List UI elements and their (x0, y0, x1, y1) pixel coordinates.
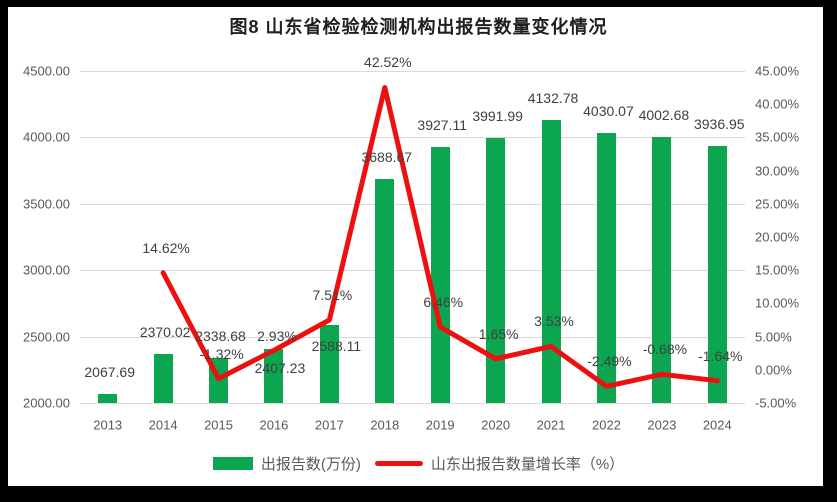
line-value-label: -1.32% (199, 345, 244, 362)
right-axis-tick-label: 40.00% (755, 96, 800, 112)
line-series-swatch (374, 460, 423, 466)
bar-value-label: 2067.69 (84, 364, 136, 380)
gridline (80, 137, 745, 139)
x-axis-label-2014: 2014 (148, 417, 178, 433)
x-axis-label-2022: 2022 (591, 417, 621, 433)
x-axis-label-2015: 2015 (204, 417, 233, 433)
legend: 出报告数(万份) 山东出报告数量增长率（%） (0, 452, 837, 474)
bar-2020 (486, 138, 506, 403)
right-axis-tick-label: -5.00% (755, 395, 797, 411)
bar-value-label: 3991.99 (472, 108, 523, 125)
chart-title: 图8 山东省检验检测机构出报告数量变化情况 (229, 17, 608, 37)
bar-2022 (596, 133, 616, 403)
right-axis-tick-label: 10.00% (755, 295, 800, 311)
right-axis-tick-label: 25.00% (755, 196, 800, 212)
left-axis-tick-label: 3500.00 (23, 196, 70, 212)
left-axis-tick-label: 4500.00 (23, 63, 70, 79)
line-value-label: -1.64% (698, 347, 743, 364)
bar-2016 (264, 348, 284, 403)
chart-canvas (8, 7, 823, 486)
bar-2013 (98, 394, 118, 403)
bar-value-label: 4132.78 (527, 89, 579, 106)
x-axis-label-2020: 2020 (481, 417, 511, 433)
line-value-label: 2.93% (257, 328, 297, 345)
bar-value-label: 3688.67 (361, 148, 413, 165)
right-axis-tick-label: 30.00% (755, 163, 800, 179)
right-axis-tick-label: 45.00% (755, 63, 800, 79)
bar-2023 (652, 137, 672, 403)
right-axis-tick-label: 5.00% (755, 329, 792, 345)
gridline (80, 336, 745, 338)
bar-value-label: 3927.11 (417, 117, 467, 134)
left-axis-tick-label: 4000.00 (23, 129, 70, 145)
line-value-label: 42.52% (364, 54, 412, 71)
bar-value-label: 4002.68 (638, 107, 690, 124)
bar-value-label: 3936.95 (693, 115, 745, 132)
line-series-label: 山东出报告数量增长率（%） (430, 455, 625, 473)
x-axis-label-2019: 2019 (425, 417, 455, 433)
line-value-label: 7.51% (312, 286, 353, 303)
right-axis-tick-label: 20.00% (755, 229, 800, 245)
bar-series-label: 出报告数(万份) (260, 455, 361, 473)
bar-2024 (707, 145, 727, 403)
x-axis-label-2013: 2013 (93, 417, 123, 433)
bar-2014 (153, 353, 173, 403)
bar-series-swatch (212, 456, 253, 470)
gridline (80, 403, 745, 404)
line-value-label: -0.68% (642, 341, 688, 358)
legend-item-line: 山东出报告数量增长率（%） (361, 453, 624, 474)
bar-2019 (430, 147, 450, 403)
bar-2018 (375, 178, 395, 403)
gridline (80, 270, 745, 272)
left-axis-tick-label: 2500.00 (23, 329, 70, 345)
line-value-label: 3.53% (534, 313, 574, 330)
right-axis-tick-label: 15.00% (755, 262, 800, 278)
x-axis-label-2016: 2016 (259, 417, 289, 433)
gridline (80, 71, 745, 72)
line-value-label: 1.65% (478, 325, 519, 342)
bar-value-label: 2338.68 (195, 328, 246, 345)
bar-2017 (319, 324, 339, 403)
x-axis-label-2018: 2018 (370, 417, 400, 433)
x-axis-label-2024: 2024 (702, 417, 732, 433)
right-axis-tick-label: 0.00% (755, 362, 792, 378)
line-value-label: -2.49% (587, 353, 632, 370)
x-axis-label-2021: 2021 (536, 417, 566, 433)
line-value-label: 6.46% (423, 293, 464, 310)
x-axis-label-2023: 2023 (647, 417, 677, 433)
left-axis-tick-label: 2000.00 (23, 395, 70, 411)
right-axis-tick-label: 35.00% (755, 129, 800, 145)
x-axis-label-2017: 2017 (314, 417, 344, 433)
left-axis-tick-label: 3000.00 (23, 262, 70, 278)
bar-value-label: 2588.11 (311, 337, 362, 354)
line-value-label: 14.62% (142, 239, 190, 256)
bar-value-label: 2370.02 (139, 323, 191, 340)
bar-value-label: 2407.23 (254, 359, 306, 376)
bar-value-label: 4030.07 (583, 103, 634, 120)
bar-2021 (541, 119, 561, 403)
legend-item-bars: 出报告数(万份) (212, 453, 361, 474)
